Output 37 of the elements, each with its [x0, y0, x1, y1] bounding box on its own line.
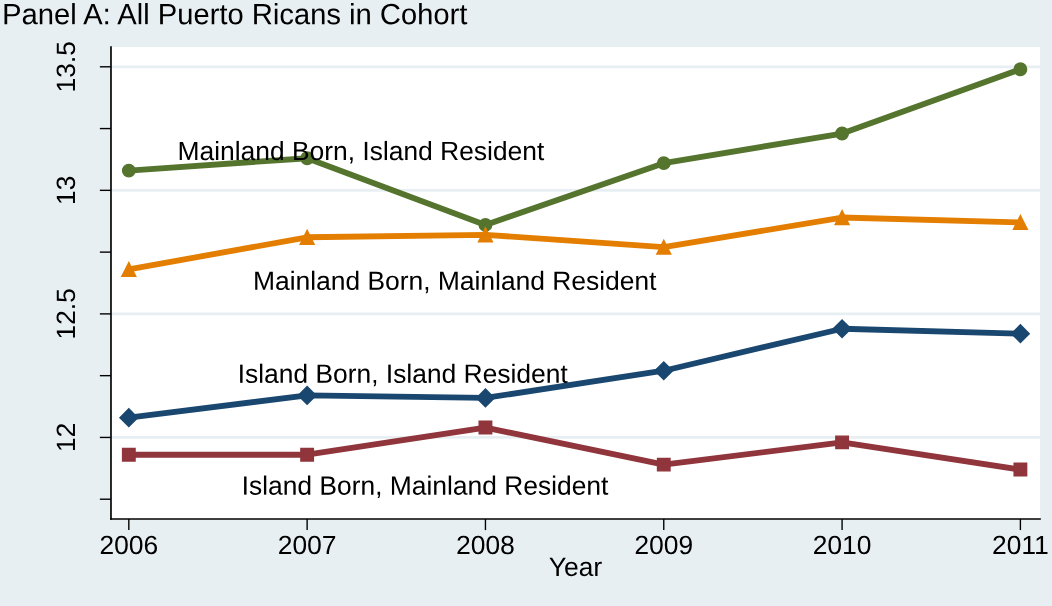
point [121, 261, 137, 278]
point [656, 457, 671, 472]
point [297, 385, 317, 405]
x-axis-title: Year [549, 557, 602, 577]
x-tick-label: 2010 [814, 535, 871, 555]
y-tick-label: 12.5 [56, 289, 76, 338]
point [835, 126, 850, 141]
x-tick-label: 2006 [100, 535, 158, 555]
point [1013, 462, 1028, 477]
point [119, 408, 139, 428]
point [832, 319, 852, 339]
point [299, 229, 315, 245]
series-label: Island Born, Island Resident [240, 363, 568, 387]
y-tick-label: 12 [56, 424, 75, 451]
x-tick-label: 2009 [635, 535, 692, 555]
point [300, 447, 315, 462]
x-tick-label: 2011 [993, 535, 1048, 555]
point [1010, 324, 1030, 344]
point [656, 239, 672, 255]
y-tick-label: 13 [56, 176, 76, 203]
point [475, 388, 495, 408]
y-tick-label: 13.5 [56, 42, 76, 91]
point [121, 163, 136, 178]
point [1012, 214, 1029, 231]
chart-title: Panel A: All Puerto Ricans in Cohort [4, 3, 468, 25]
x-tick-label: 2007 [279, 535, 336, 555]
point [477, 227, 494, 243]
series-label: Mainland Born, Island Resident [179, 140, 545, 164]
point [835, 435, 850, 450]
point [1013, 62, 1028, 77]
point [121, 447, 136, 462]
series-label: Island Born, Mainland Resident [244, 475, 609, 499]
point [834, 209, 850, 226]
series-label: Mainland Born, Mainland Resident [255, 270, 657, 294]
point [656, 156, 671, 171]
point [654, 361, 674, 381]
x-tick-label: 2008 [457, 535, 514, 555]
